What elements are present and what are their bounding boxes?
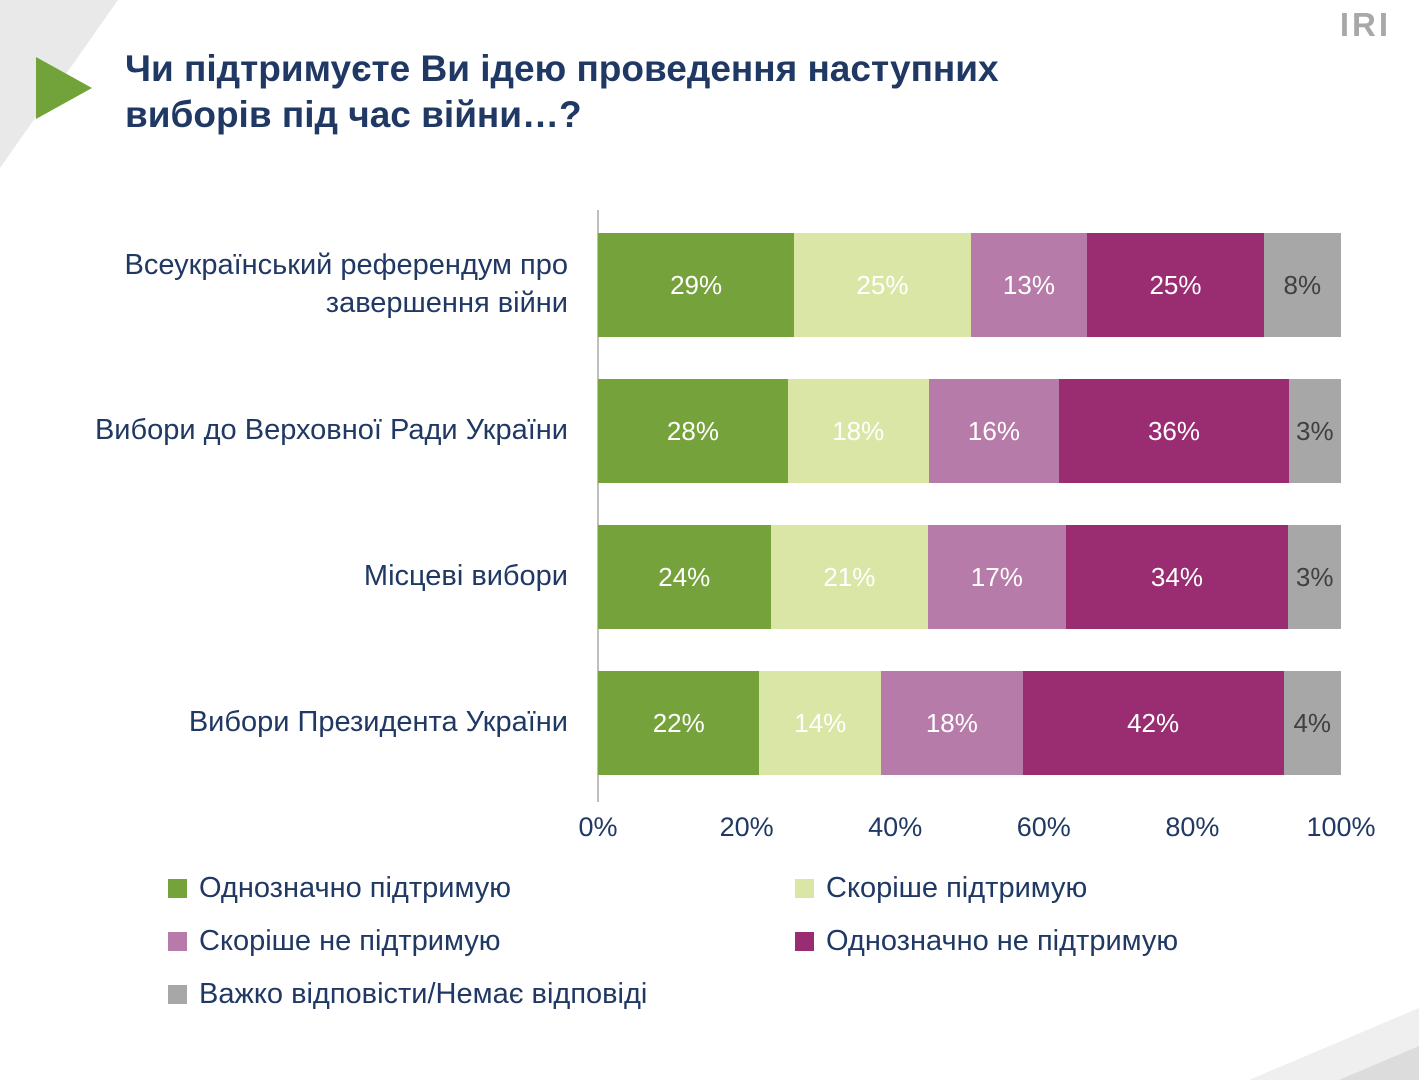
bar-value-label: 14% bbox=[794, 707, 847, 738]
legend-label: Скоріше підтримую bbox=[826, 872, 1088, 904]
bar-segment: 21% bbox=[770, 525, 929, 629]
bar-segment: 3% bbox=[1288, 525, 1341, 629]
legend-swatch bbox=[168, 985, 187, 1004]
chart-row: Всеукраїнський референдум про завершення… bbox=[0, 233, 1342, 337]
legend-swatch bbox=[168, 932, 187, 951]
bar-value-label: 22% bbox=[652, 707, 705, 738]
x-axis-tick: 40% bbox=[868, 812, 923, 842]
category-label: Всеукраїнський референдум про завершення… bbox=[124, 249, 568, 319]
bar-value-label: 3% bbox=[1295, 561, 1334, 592]
bar-value-label: 42% bbox=[1127, 707, 1180, 738]
bar-value-label: 25% bbox=[1149, 269, 1202, 300]
x-axis-tick: 0% bbox=[578, 812, 618, 842]
category-label: Місцеві вибори bbox=[363, 560, 568, 593]
stacked-bar: 22% 14% 18% 42% 4% bbox=[598, 671, 1341, 775]
x-axis-tick: 20% bbox=[719, 812, 774, 842]
bar-value-label: 24% bbox=[658, 561, 711, 592]
title-line-2: виборів під час війни…? bbox=[125, 93, 582, 135]
y-axis-line bbox=[597, 210, 599, 802]
bar-value-label: 18% bbox=[925, 707, 978, 738]
chart-row: Вибори до Верховної Ради України 28% 18% 16… bbox=[0, 379, 1341, 483]
bar-value-label: 16% bbox=[967, 415, 1020, 446]
bar-segment: 29% bbox=[598, 233, 795, 337]
legend-item: Однозначно підтримую bbox=[168, 872, 511, 905]
chart-row: Вибори Президента України 22% 14% 18% 42% 4% bbox=[0, 671, 1341, 775]
x-axis-tick: 100% bbox=[1306, 812, 1376, 842]
bar-value-label: 4% bbox=[1293, 707, 1332, 738]
legend-swatch bbox=[795, 879, 814, 898]
legend-label: Однозначно підтримую bbox=[199, 872, 511, 904]
stacked-bar: 29% 25% 13% 25% 8% bbox=[598, 233, 1342, 337]
bar-segment: 13% bbox=[970, 233, 1088, 337]
bar-segment: 34% bbox=[1065, 525, 1289, 629]
category-label: Вибори Президента України bbox=[188, 706, 568, 739]
bar-segment: 8% bbox=[1263, 233, 1342, 337]
legend-label: Важко відповісти/Немає відповіді bbox=[199, 978, 648, 1010]
bar-value-label: 34% bbox=[1150, 561, 1203, 592]
iri-logo: IRI bbox=[1339, 6, 1391, 43]
x-axis-tick: 80% bbox=[1165, 812, 1220, 842]
legend-swatch bbox=[795, 932, 814, 951]
legend-swatch bbox=[168, 879, 187, 898]
bar-value-label: 8% bbox=[1283, 269, 1322, 300]
bar-segment: 3% bbox=[1288, 379, 1341, 483]
category-label: Вибори до Верховної Ради України bbox=[94, 414, 568, 447]
legend-label: Скоріше не підтримую bbox=[199, 925, 501, 957]
bar-segment: 24% bbox=[598, 525, 771, 629]
bar-value-label: 21% bbox=[823, 561, 876, 592]
bar-value-label: 28% bbox=[666, 415, 719, 446]
stacked-bar: 28% 18% 16% 36% 3% bbox=[598, 379, 1341, 483]
arrow-icon bbox=[36, 57, 92, 119]
bar-value-label: 36% bbox=[1147, 415, 1201, 446]
title-line-1: Чи підтримуєте Ви ідею проведення наступ… bbox=[125, 48, 999, 89]
bar-value-label: 18% bbox=[832, 415, 885, 446]
legend-item: Скоріше не підтримую bbox=[168, 925, 501, 958]
legend-item: Скоріше підтримую bbox=[795, 872, 1087, 905]
bar-value-label: 17% bbox=[970, 561, 1023, 592]
bar-segment: 14% bbox=[759, 671, 882, 775]
legend-item: Однозначно не підтримую bbox=[795, 925, 1178, 958]
bar-segment: 4% bbox=[1283, 671, 1341, 775]
bar-segment: 25% bbox=[1087, 233, 1264, 337]
page-title: Чи підтримуєте Ви ідею проведення наступ… bbox=[125, 46, 1185, 138]
chart-row: Місцеві вибори 24% 21% 17% 34% 3% bbox=[0, 525, 1341, 629]
bar-value-label: 3% bbox=[1296, 415, 1334, 446]
bar-segment: 28% bbox=[598, 379, 788, 483]
bar-segment: 16% bbox=[928, 379, 1060, 483]
bar-segment: 36% bbox=[1059, 379, 1289, 483]
bar-segment: 42% bbox=[1022, 671, 1284, 775]
bar-segment: 25% bbox=[794, 233, 971, 337]
bar-value-label: 13% bbox=[1002, 269, 1055, 300]
x-axis: 0% 20% 40% 60% 80% 100% bbox=[578, 812, 1375, 852]
stacked-bar: 24% 21% 17% 34% 3% bbox=[598, 525, 1341, 629]
x-axis-tick: 60% bbox=[1016, 812, 1071, 842]
bar-segment: 22% bbox=[598, 671, 760, 775]
chart-rows: Всеукраїнський референдум про завершення… bbox=[0, 233, 1342, 775]
legend-label: Однозначно не підтримую bbox=[826, 925, 1179, 957]
legend-item: Важко відповісти/Немає відповіді bbox=[168, 978, 647, 1011]
bar-segment: 18% bbox=[881, 671, 1023, 775]
bar-segment: 18% bbox=[787, 379, 929, 483]
bar-segment: 17% bbox=[928, 525, 1066, 629]
bar-value-label: 29% bbox=[670, 269, 723, 300]
bar-value-label: 25% bbox=[856, 269, 909, 300]
